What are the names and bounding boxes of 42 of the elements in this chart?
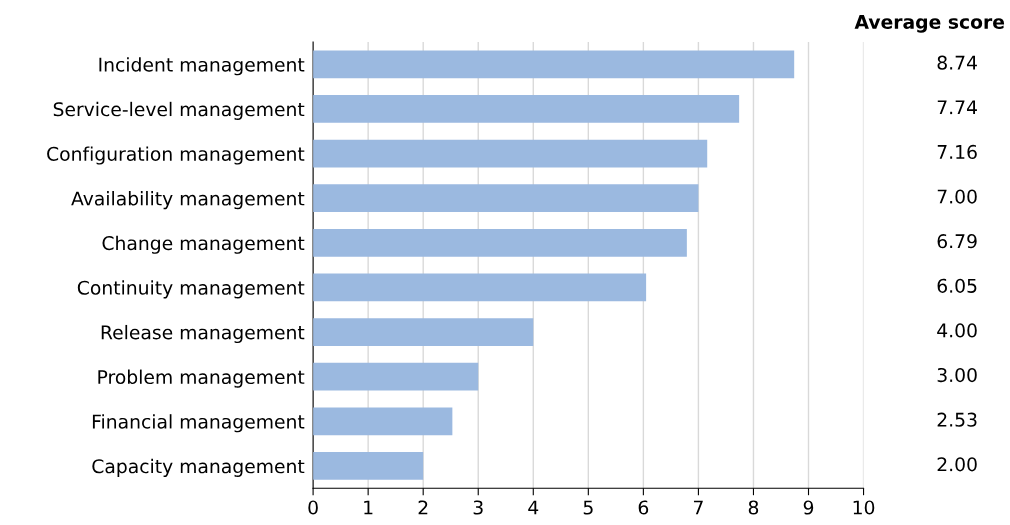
text: Average score [854, 14, 1005, 33]
data-label: 2.53 [937, 412, 977, 427]
data-label: 6.05 [937, 278, 977, 293]
bar [313, 318, 534, 346]
bar [313, 273, 647, 302]
data-label: 2.00 [937, 457, 977, 472]
data-label: 8.74 [937, 55, 977, 70]
y-tick-label: Configuration management [47, 146, 305, 165]
x-tick-label: 1 [364, 500, 373, 515]
x-tick-label: 6 [638, 500, 649, 515]
data-label: 7.74 [937, 100, 977, 115]
x-tick-label: 7 [693, 500, 703, 515]
data-label: 7.00 [937, 189, 977, 204]
y-tick-label: Financial management [92, 414, 305, 433]
data-label: 3.00 [937, 367, 977, 383]
bar [313, 184, 699, 213]
y-tick-label: Service-level management [53, 101, 305, 120]
data-label: 4.00 [937, 323, 977, 338]
bar [313, 95, 740, 123]
data-label: 6.79 [937, 234, 977, 249]
x-tick-label: 0 [308, 500, 318, 515]
y-tick-label: Incident management [99, 57, 305, 76]
bar [313, 452, 424, 480]
x-tick-label: 3 [473, 500, 483, 515]
data-label: 7.16 [937, 144, 977, 159]
bar [313, 50, 795, 79]
x-tick-label: 5 [583, 500, 593, 515]
x-tick-label: 8 [748, 500, 759, 515]
bar [313, 228, 687, 257]
y-tick-label: Release management [101, 324, 305, 344]
y-tick-label: Change management [102, 235, 305, 254]
x-tick-label: 4 [528, 500, 539, 515]
bar [313, 407, 453, 436]
y-tick-label: Continuity management [77, 280, 305, 299]
y-tick-label: Capacity management [92, 458, 305, 477]
y-tick-label: Problem management [98, 369, 305, 388]
x-tick-label: 10 [853, 500, 875, 515]
y-tick-label: Availability management [71, 191, 305, 210]
bar [313, 139, 708, 168]
x-tick-label: 9 [803, 500, 814, 515]
x-tick-label: 2 [418, 500, 428, 515]
bar [313, 362, 479, 391]
